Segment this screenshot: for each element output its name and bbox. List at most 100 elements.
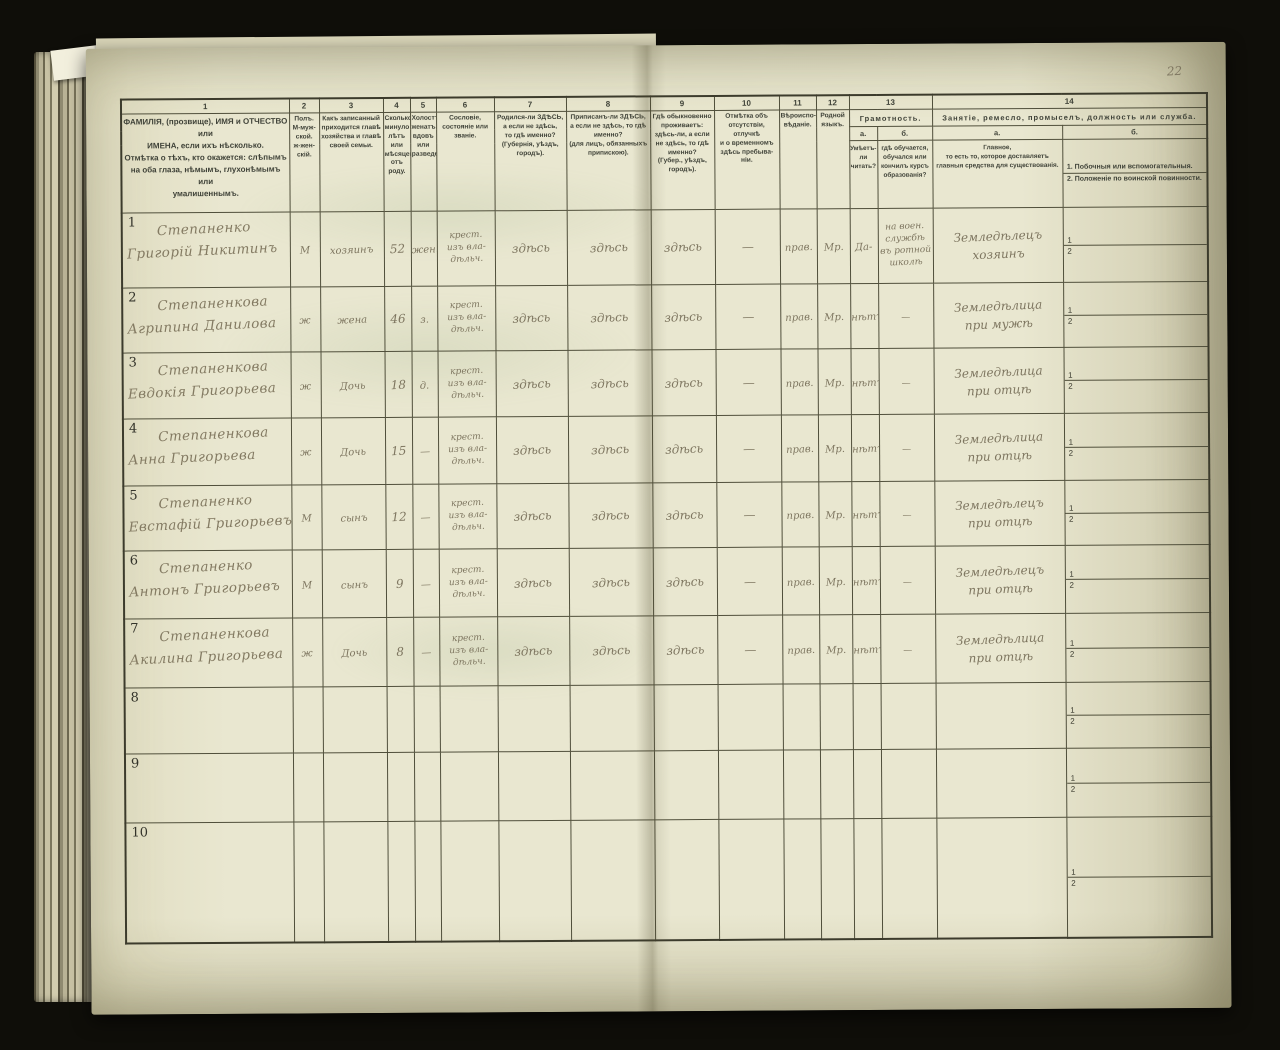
cell-registered — [569, 684, 654, 752]
cell-language: Мр. — [819, 614, 853, 684]
cell-occupation: Земледѣлица при отцѣ — [933, 347, 1064, 415]
cell-relation: сынъ — [321, 549, 387, 618]
cell-literate: нѣтъ — [851, 481, 880, 547]
cell-side-occupation: 1 2 — [1065, 612, 1211, 683]
side-slot-2: 2 — [1066, 781, 1211, 794]
col-number-10: 10 — [713, 95, 780, 111]
cell-age: 18 — [384, 351, 412, 418]
col-header-residence: Гдѣ обыкновенно проживаетъ: здѣсь-ли, а … — [650, 110, 715, 210]
cell-absence — [717, 684, 783, 751]
page-number: 22 — [1166, 63, 1183, 79]
cell-registered: здѣсь — [568, 482, 653, 549]
side-slot-2: 2 — [1063, 313, 1208, 326]
cell-language: Мр. — [818, 546, 853, 615]
cell-residence — [654, 819, 720, 940]
col-header-absence: Отмѣтка объ отсутствіи, отлучкѣ и о врем… — [714, 110, 780, 210]
cell-side-occupation: 1 2 — [1066, 816, 1213, 938]
cell-absence — [718, 819, 785, 940]
col-number-1: 1 — [120, 98, 290, 115]
cell-registered: здѣсь — [566, 209, 652, 286]
cell-birthplace: здѣсь — [494, 210, 568, 286]
cell-sex: ж — [290, 351, 321, 419]
cell-estate — [440, 820, 500, 942]
cell-birthplace: здѣсь — [497, 616, 570, 686]
cell-marital: — — [412, 549, 440, 618]
side-slot-2: 2 — [1064, 511, 1209, 524]
col-header-language: Родной языкъ. — [816, 109, 850, 209]
col-number-6: 6 — [435, 97, 495, 113]
cell-absence: — — [717, 615, 783, 685]
side-slot-2: 2 — [1067, 875, 1211, 888]
col-header-education: гдѣ обучается, обучался или кончилъ курс… — [877, 140, 933, 209]
cell-marital: д. — [411, 351, 438, 418]
cell-birthplace: здѣсь — [495, 416, 569, 484]
table-row: 7 Степаненкова Акилина Григорьева ж Дочь… — [124, 612, 1211, 689]
cell-language — [819, 683, 853, 750]
col-header-registered: Приписанъ-ли ЗДѢСЬ, а если не здѣсь, то … — [566, 110, 651, 211]
cell-sex — [292, 752, 324, 823]
cell-sex — [292, 686, 323, 754]
col-header-name: ФАМИЛІЯ, (прозвище), ИМЯ и ОТЧЕСТВО или … — [121, 113, 290, 214]
cell-age — [387, 821, 416, 942]
table-row: 1 Степаненко Григорій Никитинъ М хозяинъ… — [121, 206, 1209, 289]
col-number-2: 2 — [288, 98, 320, 114]
side-slot-2: 2 — [1064, 445, 1209, 458]
cell-name: 1 Степаненко Григорій Никитинъ — [121, 212, 291, 289]
cell-occupation: Земледѣлица при отцѣ — [935, 613, 1066, 684]
cell-marital — [413, 686, 440, 753]
cell-name: 7 Степаненкова Акилина Григорьева — [124, 618, 293, 689]
cell-name: 2 Степаненкова Агрипина Данилова — [122, 287, 291, 354]
cell-absence: — — [716, 482, 782, 548]
cell-religion: прав. — [781, 546, 820, 616]
side-slot-2: 2 — [1063, 243, 1207, 256]
cell-education — [880, 683, 936, 750]
cell-education — [880, 749, 937, 819]
cell-language: Мр. — [817, 283, 851, 349]
cell-occupation — [935, 748, 1067, 819]
cell-side-occupation: 1 2 — [1063, 412, 1210, 481]
cell-education: — — [878, 414, 935, 482]
cell-age: 9 — [385, 549, 414, 618]
col-number-11: 11 — [778, 95, 817, 111]
cell-literate — [852, 749, 882, 819]
cell-absence: — — [716, 547, 783, 616]
cell-birthplace: здѣсь — [495, 350, 568, 417]
col-header-sex: Полъ. М-муж- ской. ж-жен- скій. — [289, 112, 320, 213]
cell-language — [820, 818, 855, 939]
cell-absence — [717, 750, 784, 820]
cell-residence: здѣсь — [650, 209, 716, 285]
cell-occupation — [935, 682, 1066, 750]
cell-literate: Да- — [849, 208, 879, 284]
cell-religion: прав. — [780, 283, 818, 350]
sub-label-14a: а. — [932, 125, 1063, 141]
col-number-5: 5 — [409, 97, 437, 113]
cell-education: — — [878, 283, 934, 349]
col-number-3: 3 — [318, 97, 384, 113]
cell-name: 6 Степаненко Антонъ Григорьевъ — [123, 550, 293, 620]
cell-name: 4 Степаненкова Анна Григорьева — [122, 418, 292, 487]
cell-relation — [322, 752, 388, 822]
cell-side-occupation: 1 2 — [1062, 206, 1209, 283]
cell-side-occupation: 1 2 — [1064, 544, 1211, 614]
cell-age — [386, 752, 415, 822]
cell-education — [881, 818, 938, 939]
cell-language: Мр. — [817, 348, 851, 415]
side-slot-2: 2 — [1065, 577, 1209, 590]
cell-name: 3 Степаненкова Евдокія Григорьева — [122, 352, 291, 420]
cell-occupation: Земледѣлица при отцѣ — [933, 413, 1065, 482]
cell-estate: крест. изъ вла-дѣльч. — [436, 210, 496, 287]
cell-marital — [413, 752, 441, 822]
table-row: 6 Степаненко Антонъ Григорьевъ М сынъ 9 … — [123, 544, 1211, 620]
col-number-7: 7 — [493, 96, 567, 112]
cell-name: 10 — [125, 822, 295, 944]
cell-education: на воен. службѣ въ ротной школѣ — [877, 208, 934, 284]
cell-residence: здѣсь — [651, 415, 717, 483]
census-table: 1 2 3 4 5 6 7 8 9 10 11 12 13 14 ФАМИЛІЯ… — [119, 91, 1214, 945]
table-body: 1 Степаненко Григорій Никитинъ М хозяинъ… — [121, 206, 1213, 944]
col-number-4: 4 — [382, 97, 411, 113]
cell-sex: М — [289, 211, 321, 288]
cell-marital: — — [411, 417, 439, 485]
cell-residence — [653, 750, 719, 820]
table-row: 3 Степаненкова Евдокія Григорьева ж Дочь… — [122, 346, 1209, 420]
